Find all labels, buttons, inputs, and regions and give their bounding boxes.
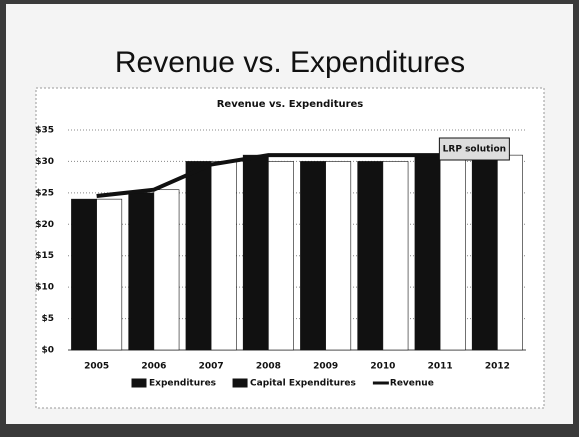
legend-swatch — [131, 378, 147, 388]
y-tick-label: $0 — [41, 346, 54, 356]
bar — [300, 161, 326, 351]
chart-title: Revenue vs. Expenditures — [217, 99, 364, 110]
x-tick-label: 2007 — [199, 362, 224, 372]
bar — [414, 154, 441, 351]
y-tick-label: $10 — [35, 283, 54, 293]
bar — [382, 161, 409, 351]
slide-title: Revenue vs. Expenditures — [115, 46, 465, 79]
x-tick-label: 2010 — [370, 362, 395, 372]
annotation: LRP solution — [443, 145, 506, 155]
line-series — [96, 153, 498, 198]
x-tick-label: 2008 — [256, 362, 281, 372]
x-tick-label: 2006 — [141, 362, 166, 372]
bar — [471, 154, 498, 351]
bar — [96, 198, 123, 351]
y-tick-label: $15 — [35, 251, 54, 261]
bar — [210, 161, 237, 351]
y-tick-label: $20 — [35, 220, 54, 230]
y-tick-label: $5 — [41, 314, 54, 324]
x-tick-label: 2011 — [428, 362, 453, 372]
bar — [128, 192, 155, 351]
x-tick-label: 2005 — [84, 362, 109, 372]
bar — [185, 161, 212, 351]
bar — [497, 154, 523, 351]
y-tick-label: $35 — [35, 126, 54, 136]
bar — [325, 161, 352, 351]
bar — [153, 189, 180, 351]
bar — [439, 157, 466, 351]
bar — [357, 161, 384, 351]
bar — [268, 161, 294, 351]
bar — [242, 154, 269, 351]
bar — [71, 198, 97, 351]
x-tick-label: 2009 — [313, 362, 338, 372]
legend-swatch — [232, 378, 248, 388]
legend-label: Revenue — [390, 379, 434, 389]
x-tick-label: 2012 — [485, 362, 510, 372]
y-tick-label: $25 — [35, 188, 54, 198]
legend-label: Capital Expenditures — [250, 379, 356, 389]
annotation-box — [438, 137, 510, 161]
y-tick-label: $30 — [35, 157, 54, 167]
legend-label: Expenditures — [149, 379, 216, 389]
